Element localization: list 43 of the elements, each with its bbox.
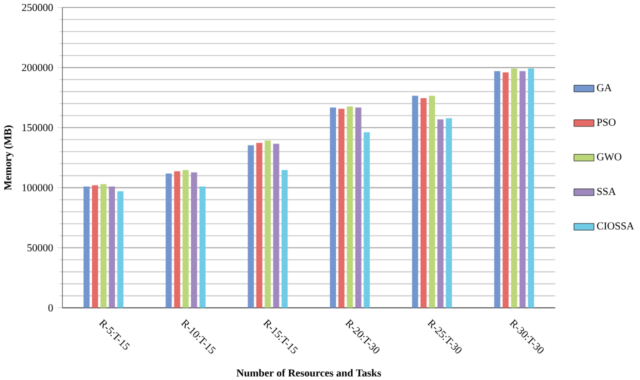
legend-label: SSA xyxy=(597,188,616,195)
bar xyxy=(256,142,262,308)
y-axis-title: Memory (MB) xyxy=(4,125,14,190)
y-tick-label: 250000 xyxy=(22,4,53,11)
legend-label: GA xyxy=(597,84,612,92)
bar xyxy=(174,171,180,308)
bar xyxy=(84,186,90,308)
bar xyxy=(520,70,526,308)
bar xyxy=(282,170,288,308)
bar xyxy=(264,140,271,308)
bar xyxy=(273,143,280,308)
bar xyxy=(199,186,206,308)
bar xyxy=(420,98,427,308)
bar xyxy=(117,191,124,308)
legend-label: CIOSSA xyxy=(597,222,634,230)
bar xyxy=(494,70,500,308)
bar xyxy=(355,107,362,308)
bar xyxy=(92,185,98,308)
bar xyxy=(412,96,418,308)
bar xyxy=(108,186,115,308)
bar xyxy=(446,118,452,308)
y-tick-label: 50000 xyxy=(27,244,53,252)
bar xyxy=(248,145,254,308)
legend-label: PSO xyxy=(596,118,616,126)
bar xyxy=(511,68,518,308)
y-tick-label: 0 xyxy=(48,304,53,312)
bar xyxy=(346,106,353,308)
y-tick-label: 200000 xyxy=(22,64,53,71)
bar xyxy=(428,96,436,308)
bar xyxy=(528,68,534,308)
bar xyxy=(502,72,509,308)
bar xyxy=(437,119,444,308)
bar xyxy=(338,108,344,308)
y-tick-label: 100000 xyxy=(22,184,53,192)
bar xyxy=(100,184,107,308)
bar xyxy=(182,170,189,308)
bar xyxy=(191,172,198,308)
y-tick-label: 150000 xyxy=(22,124,53,131)
bar xyxy=(330,107,336,308)
x-axis-title: Number of Resources and Tasks xyxy=(236,368,381,376)
legend-label: GWO xyxy=(597,153,622,160)
bar xyxy=(364,132,370,308)
bar xyxy=(166,173,172,308)
